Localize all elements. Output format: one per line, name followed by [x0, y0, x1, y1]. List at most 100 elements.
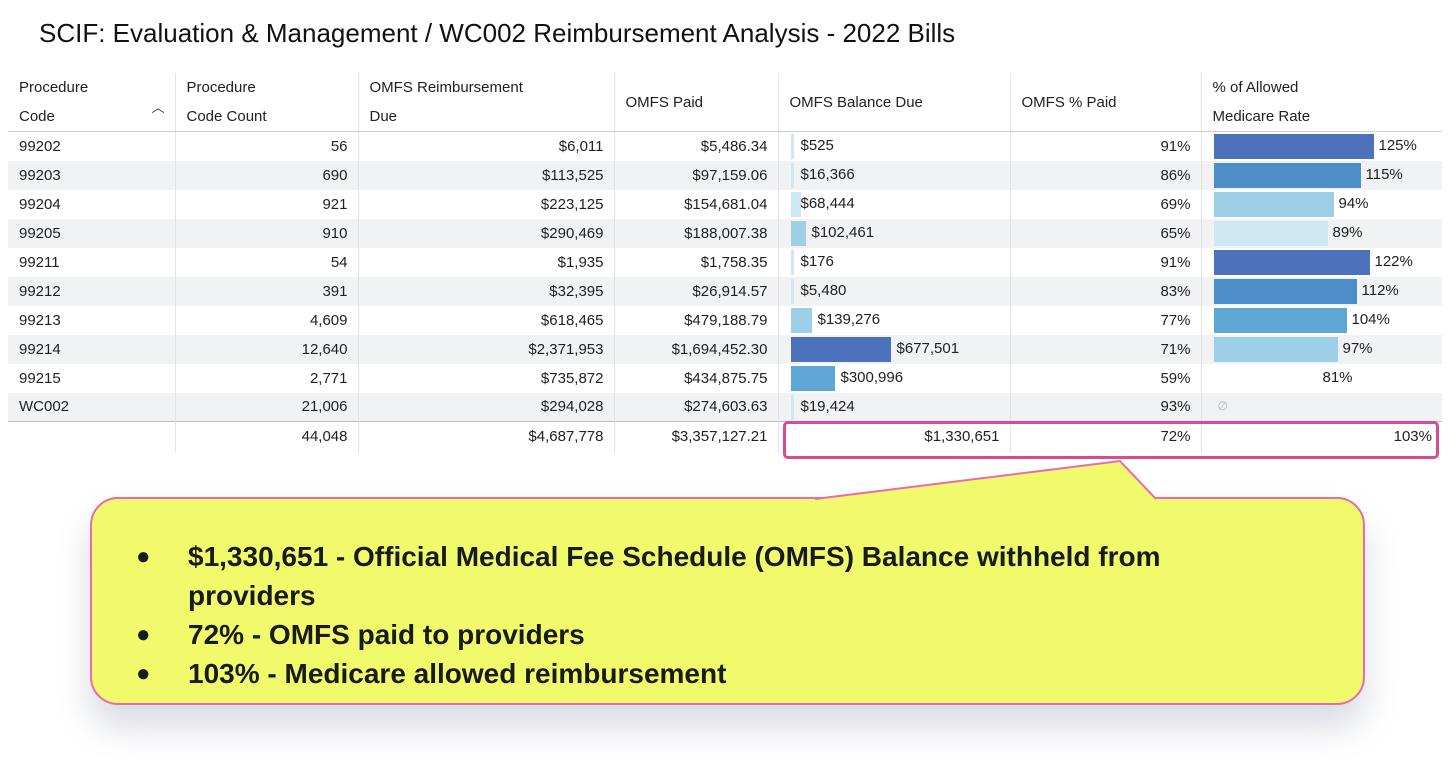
- balance-bar: [790, 220, 806, 246]
- medicare-rate-label: 125%: [1378, 137, 1417, 154]
- column-header-procedure-code[interactable]: Procedure Code ︿: [8, 73, 175, 132]
- cell-code-count: 12,640: [174, 334, 358, 364]
- balance-bar: [790, 278, 794, 304]
- reimbursement-table: Procedure Code ︿ Procedure Code Count OMFS Re…: [8, 73, 1442, 452]
- table-row[interactable]: 99215 2,771 $735,872 $434,875.75 $300,996 59%…: [8, 363, 1442, 393]
- medicare-rate-bar: [1213, 220, 1328, 246]
- column-header-omfs-paid[interactable]: OMFS Paid: [613, 73, 778, 132]
- column-header-omfs-pct-paid[interactable]: OMFS % Paid: [1009, 73, 1201, 132]
- cell-pct-paid: 69%: [1009, 189, 1201, 219]
- cell-reimbursement-due: $2,371,953: [357, 334, 614, 364]
- table-row[interactable]: 99211 54 $1,935 $1,758.35 $176 91% 122%: [8, 247, 1442, 277]
- medicare-rate-bar: [1213, 307, 1347, 333]
- table-row[interactable]: 99212 391 $32,395 $26,914.57 $5,480 83% 112%: [8, 276, 1442, 306]
- cell-reimbursement-due: $32,395: [357, 276, 614, 306]
- table-row[interactable]: 99214 12,640 $2,371,953 $1,694,452.30 $677,5…: [8, 334, 1442, 364]
- column-header-pct-allowed-medicare-rate[interactable]: % of Allowed Medicare Rate: [1200, 73, 1442, 132]
- cell-procedure-code: 99214: [8, 334, 175, 364]
- cell-medicare-rate: 115%: [1200, 160, 1442, 190]
- sort-ascending-icon[interactable]: ︿: [151, 100, 165, 115]
- cell-code-count: 4,609: [174, 305, 358, 335]
- cell-medicare-rate: 122%: [1200, 247, 1442, 277]
- medicare-rate-bar: [1213, 278, 1357, 304]
- cell-medicare-rate: 125%: [1200, 131, 1442, 161]
- cell-omfs-paid: $26,914.57: [613, 276, 778, 306]
- balance-label: $176: [800, 252, 834, 270]
- table-row[interactable]: 99202 56 $6,011 $5,486.34 $525 91% 125%: [8, 131, 1442, 161]
- report-title: SCIF: Evaluation & Management / WC002 Re…: [39, 18, 956, 48]
- cell-omfs-paid: $434,875.75: [613, 363, 778, 393]
- medicare-rate-label: 94%: [1338, 194, 1369, 212]
- medicare-rate-bar: [1213, 162, 1361, 188]
- cell-procedure-code: 99211: [19, 253, 60, 271]
- balance-bar: [790, 191, 801, 217]
- cell-pct-paid: 71%: [1009, 334, 1201, 364]
- cell-reimbursement-due: $294,028: [357, 392, 614, 422]
- cell-pct-paid: 93%: [1009, 392, 1201, 422]
- balance-label: $102,461: [811, 223, 875, 241]
- cell-balance-due: $19,424: [777, 392, 1010, 422]
- balance-label: $300,996: [840, 368, 904, 386]
- cell-pct-paid: 77%: [1009, 305, 1201, 335]
- cell-balance-due: $5,480: [777, 276, 1010, 306]
- table-row[interactable]: 99204 921 $223,125 $154,681.04 $68,444 69% 94%: [8, 189, 1442, 219]
- table-row[interactable]: 99203 690 $113,525 $97,159.06 $16,366 86% 115%: [8, 160, 1442, 190]
- column-header-line1: OMFS % Paid: [1021, 93, 1117, 111]
- total-reimbursement-due: $4,687,778: [357, 421, 614, 452]
- table-row[interactable]: WC002 21,006 $294,028 $274,603.63 $19,424 93%…: [8, 392, 1442, 422]
- balance-label: $677,501: [896, 339, 960, 357]
- medicare-rate-label: 81%: [1322, 368, 1353, 386]
- totals-highlight-box: [783, 421, 1439, 459]
- cell-balance-due: $16,366: [777, 160, 1010, 190]
- callout-box: ● $1,330,651 - Official Medical Fee Sched…: [90, 497, 1365, 705]
- total-omfs-paid: $3,357,127.21: [613, 421, 778, 452]
- cell-reimbursement-due: $618,465: [357, 305, 614, 335]
- column-header-procedure-code-count[interactable]: Procedure Code Count: [174, 73, 358, 132]
- cell-pct-paid: 91%: [1009, 247, 1201, 277]
- cell-pct-paid: 91%: [1009, 131, 1201, 161]
- column-header-line2: Due: [369, 108, 398, 125]
- cell-pct-paid: 65%: [1009, 218, 1201, 248]
- column-header-line2: Medicare Rate: [1212, 108, 1311, 125]
- callout-item: ● 72% - OMFS paid to providers: [132, 615, 1272, 654]
- balance-label: $525: [800, 137, 834, 154]
- cell-procedure-code: 99213: [19, 311, 61, 329]
- cell-code-count: 21,006: [174, 392, 358, 422]
- total-procedure-code: [8, 421, 175, 452]
- cell-omfs-paid: $5,486.34: [613, 131, 778, 161]
- cell-code-count: 54: [174, 247, 358, 277]
- medicare-rate-label: 89%: [1332, 223, 1363, 241]
- cell-medicare-rate: 94%: [1200, 189, 1442, 219]
- cell-omfs-paid: $1,694,452.30: [613, 334, 778, 364]
- callout-item-text: 72% - OMFS paid to providers: [188, 619, 585, 650]
- cell-medicare-rate: 81%: [1200, 363, 1442, 393]
- column-header-line1: OMFS Reimbursement: [369, 79, 523, 96]
- medicare-rate-label: 112%: [1361, 281, 1399, 299]
- cell-pct-paid: 83%: [1009, 276, 1201, 306]
- cell-balance-due: $677,501: [777, 334, 1010, 364]
- table-row[interactable]: 99213 4,609 $618,465 $479,188.79 $139,276 77%…: [8, 305, 1442, 335]
- cell-code-count: 391: [174, 276, 358, 306]
- cell-reimbursement-due: $113,525: [357, 160, 614, 190]
- data-table-container: Procedure Code ︿ Procedure Code Count OMFS Re…: [8, 73, 1442, 452]
- balance-label: $139,276: [817, 310, 881, 328]
- cell-balance-due: $300,996: [777, 363, 1010, 393]
- cell-omfs-paid: $97,159.06: [613, 160, 778, 190]
- callout-pointer-fill: [815, 461, 1156, 499]
- balance-label: $16,366: [800, 165, 855, 183]
- cell-medicare-rate: 97%: [1200, 334, 1442, 364]
- null-value-icon: ∅: [1217, 398, 1228, 413]
- column-header-omfs-balance-due[interactable]: OMFS Balance Due: [777, 73, 1010, 132]
- cell-code-count: 921: [174, 189, 358, 219]
- medicare-rate-bar: [1213, 134, 1374, 159]
- cell-code-count: 56: [174, 131, 358, 161]
- table-row[interactable]: 99205 910 $290,469 $188,007.38 $102,461 65% 89…: [8, 218, 1442, 248]
- column-header-omfs-reimbursement-due[interactable]: OMFS Reimbursement Due: [357, 73, 614, 132]
- cell-balance-due: $525: [777, 131, 1010, 161]
- cell-medicare-rate: 104%: [1200, 305, 1442, 335]
- total-balance-due: $1,330,651: [777, 421, 1010, 452]
- cell-procedure-code: 99212: [8, 276, 175, 306]
- cell-medicare-rate: 89%: [1200, 218, 1442, 248]
- cell-code-count: 910: [174, 218, 358, 248]
